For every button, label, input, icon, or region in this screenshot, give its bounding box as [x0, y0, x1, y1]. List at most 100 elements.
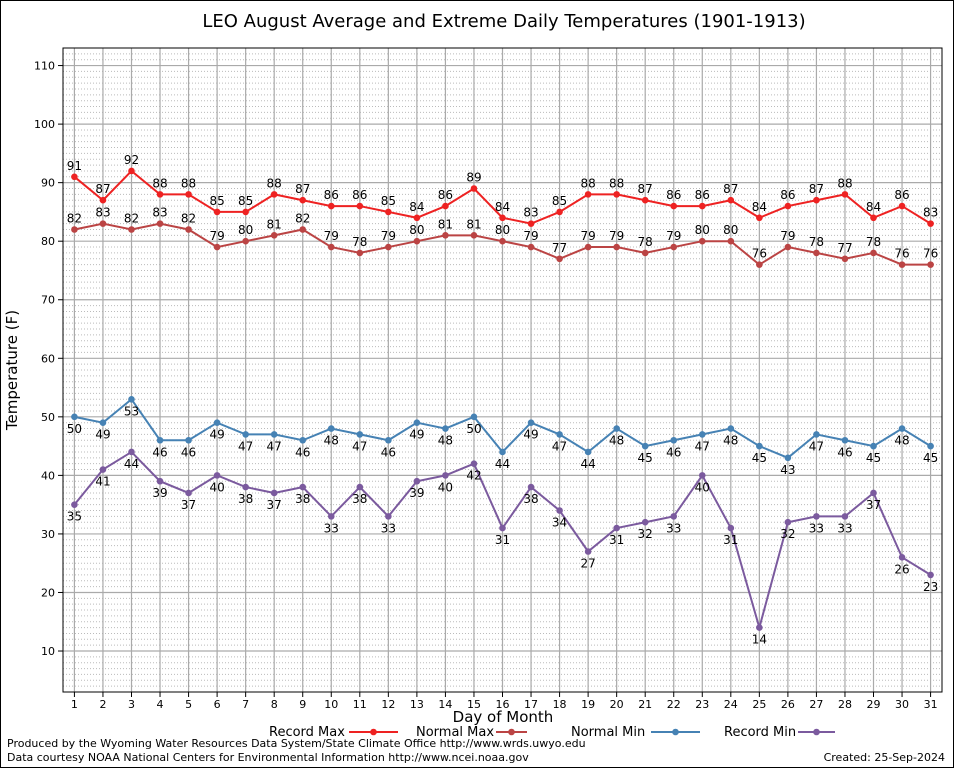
data-label: 33: [809, 521, 824, 535]
data-point: [698, 202, 706, 210]
data-label: 44: [124, 457, 139, 471]
data-label: 44: [495, 457, 510, 471]
data-label: 81: [267, 217, 282, 231]
data-point: [413, 419, 421, 426]
data-label: 79: [780, 229, 795, 243]
data-label: 49: [409, 428, 424, 442]
data-label: 92: [124, 153, 139, 167]
data-label: 41: [95, 475, 110, 489]
data-label: 48: [894, 434, 909, 448]
data-point: [71, 173, 78, 181]
data-point: [470, 185, 478, 192]
data-point: [270, 431, 278, 438]
y-tick-label: 100: [34, 118, 55, 131]
x-tick-label: 31: [924, 698, 938, 711]
data-point: [385, 436, 392, 444]
data-point: [185, 436, 192, 444]
y-tick-label: 50: [41, 411, 55, 424]
data-point: [870, 249, 877, 257]
data-point: [185, 489, 192, 497]
data-point: [670, 513, 678, 520]
data-label: 84: [409, 200, 424, 214]
data-label: 79: [324, 229, 339, 243]
data-point: [756, 624, 763, 631]
x-axis-label: Day of Month: [453, 708, 554, 726]
data-label: 53: [124, 404, 139, 418]
data-label: 45: [752, 451, 767, 465]
data-label: 46: [295, 445, 310, 459]
data-label: 46: [152, 445, 167, 459]
data-point: [356, 431, 364, 438]
data-point: [841, 513, 849, 520]
x-tick-label: 14: [438, 698, 452, 711]
data-point: [756, 442, 763, 450]
data-label: 81: [466, 217, 481, 231]
data-label: 88: [837, 176, 852, 190]
legend-marker: [370, 728, 377, 736]
data-point: [356, 483, 364, 491]
data-point: [727, 524, 735, 532]
data-label: 46: [381, 445, 396, 459]
data-label: 87: [95, 182, 110, 196]
data-label: 49: [209, 428, 224, 442]
footer-courtesy: Data courtesy NOAA National Centers for …: [7, 751, 529, 764]
y-tick-label: 10: [41, 645, 55, 658]
x-tick-label: 18: [553, 698, 567, 711]
data-label: 85: [209, 194, 224, 208]
data-point: [613, 191, 620, 198]
data-label: 40: [209, 480, 224, 494]
data-point: [870, 214, 877, 222]
data-point: [270, 191, 278, 198]
y-tick-label: 110: [34, 60, 55, 73]
data-point: [213, 472, 221, 479]
data-label: 91: [67, 159, 82, 173]
data-point: [99, 466, 107, 473]
x-tick-label: 16: [496, 698, 510, 711]
data-point: [898, 425, 906, 432]
data-label: 47: [352, 439, 367, 453]
x-tick-label: 2: [99, 698, 106, 711]
data-point: [71, 501, 78, 508]
data-label: 89: [466, 171, 481, 185]
data-label: 33: [324, 521, 339, 535]
data-point: [413, 214, 421, 222]
data-label: 86: [695, 188, 710, 202]
x-tick-label: 7: [242, 698, 249, 711]
data-label: 84: [752, 200, 767, 214]
data-label: 33: [381, 521, 396, 535]
data-label: 86: [438, 188, 453, 202]
data-label: 79: [609, 229, 624, 243]
legend-item: Normal Min: [571, 725, 700, 740]
data-label: 85: [238, 194, 253, 208]
data-label: 33: [837, 521, 852, 535]
data-point: [128, 226, 135, 233]
data-label: 47: [267, 439, 282, 453]
y-axis-label: Temperature (F): [3, 310, 21, 431]
data-point: [156, 191, 164, 198]
data-point: [670, 436, 678, 444]
data-label: 85: [552, 194, 567, 208]
data-point: [670, 202, 678, 210]
x-tick-label: 27: [809, 698, 823, 711]
data-point: [756, 214, 763, 222]
series-record-min: 35 41 44 39 37 40 38 37 38 33 38 33 39 40 42 31 38 34 27 31…: [67, 448, 938, 647]
data-point: [841, 255, 849, 263]
y-tick-label: 20: [41, 586, 55, 599]
data-label: 79: [209, 229, 224, 243]
data-label: 31: [495, 533, 510, 547]
data-label: 84: [495, 200, 510, 214]
data-label: 42: [466, 469, 481, 483]
data-label: 37: [866, 498, 881, 512]
data-label: 83: [152, 206, 167, 220]
data-point: [727, 196, 735, 204]
data-point: [270, 489, 278, 497]
data-point: [128, 167, 135, 175]
data-point: [242, 237, 249, 245]
data-label: 40: [695, 480, 710, 494]
data-point: [499, 524, 506, 532]
series-normal-min: 50 49 53 46 46 49 47 47 46 48 47 46 49 48 50 44 49 47 44 48…: [67, 395, 938, 477]
footer-created: Created: 25-Sep-2024: [823, 751, 945, 764]
